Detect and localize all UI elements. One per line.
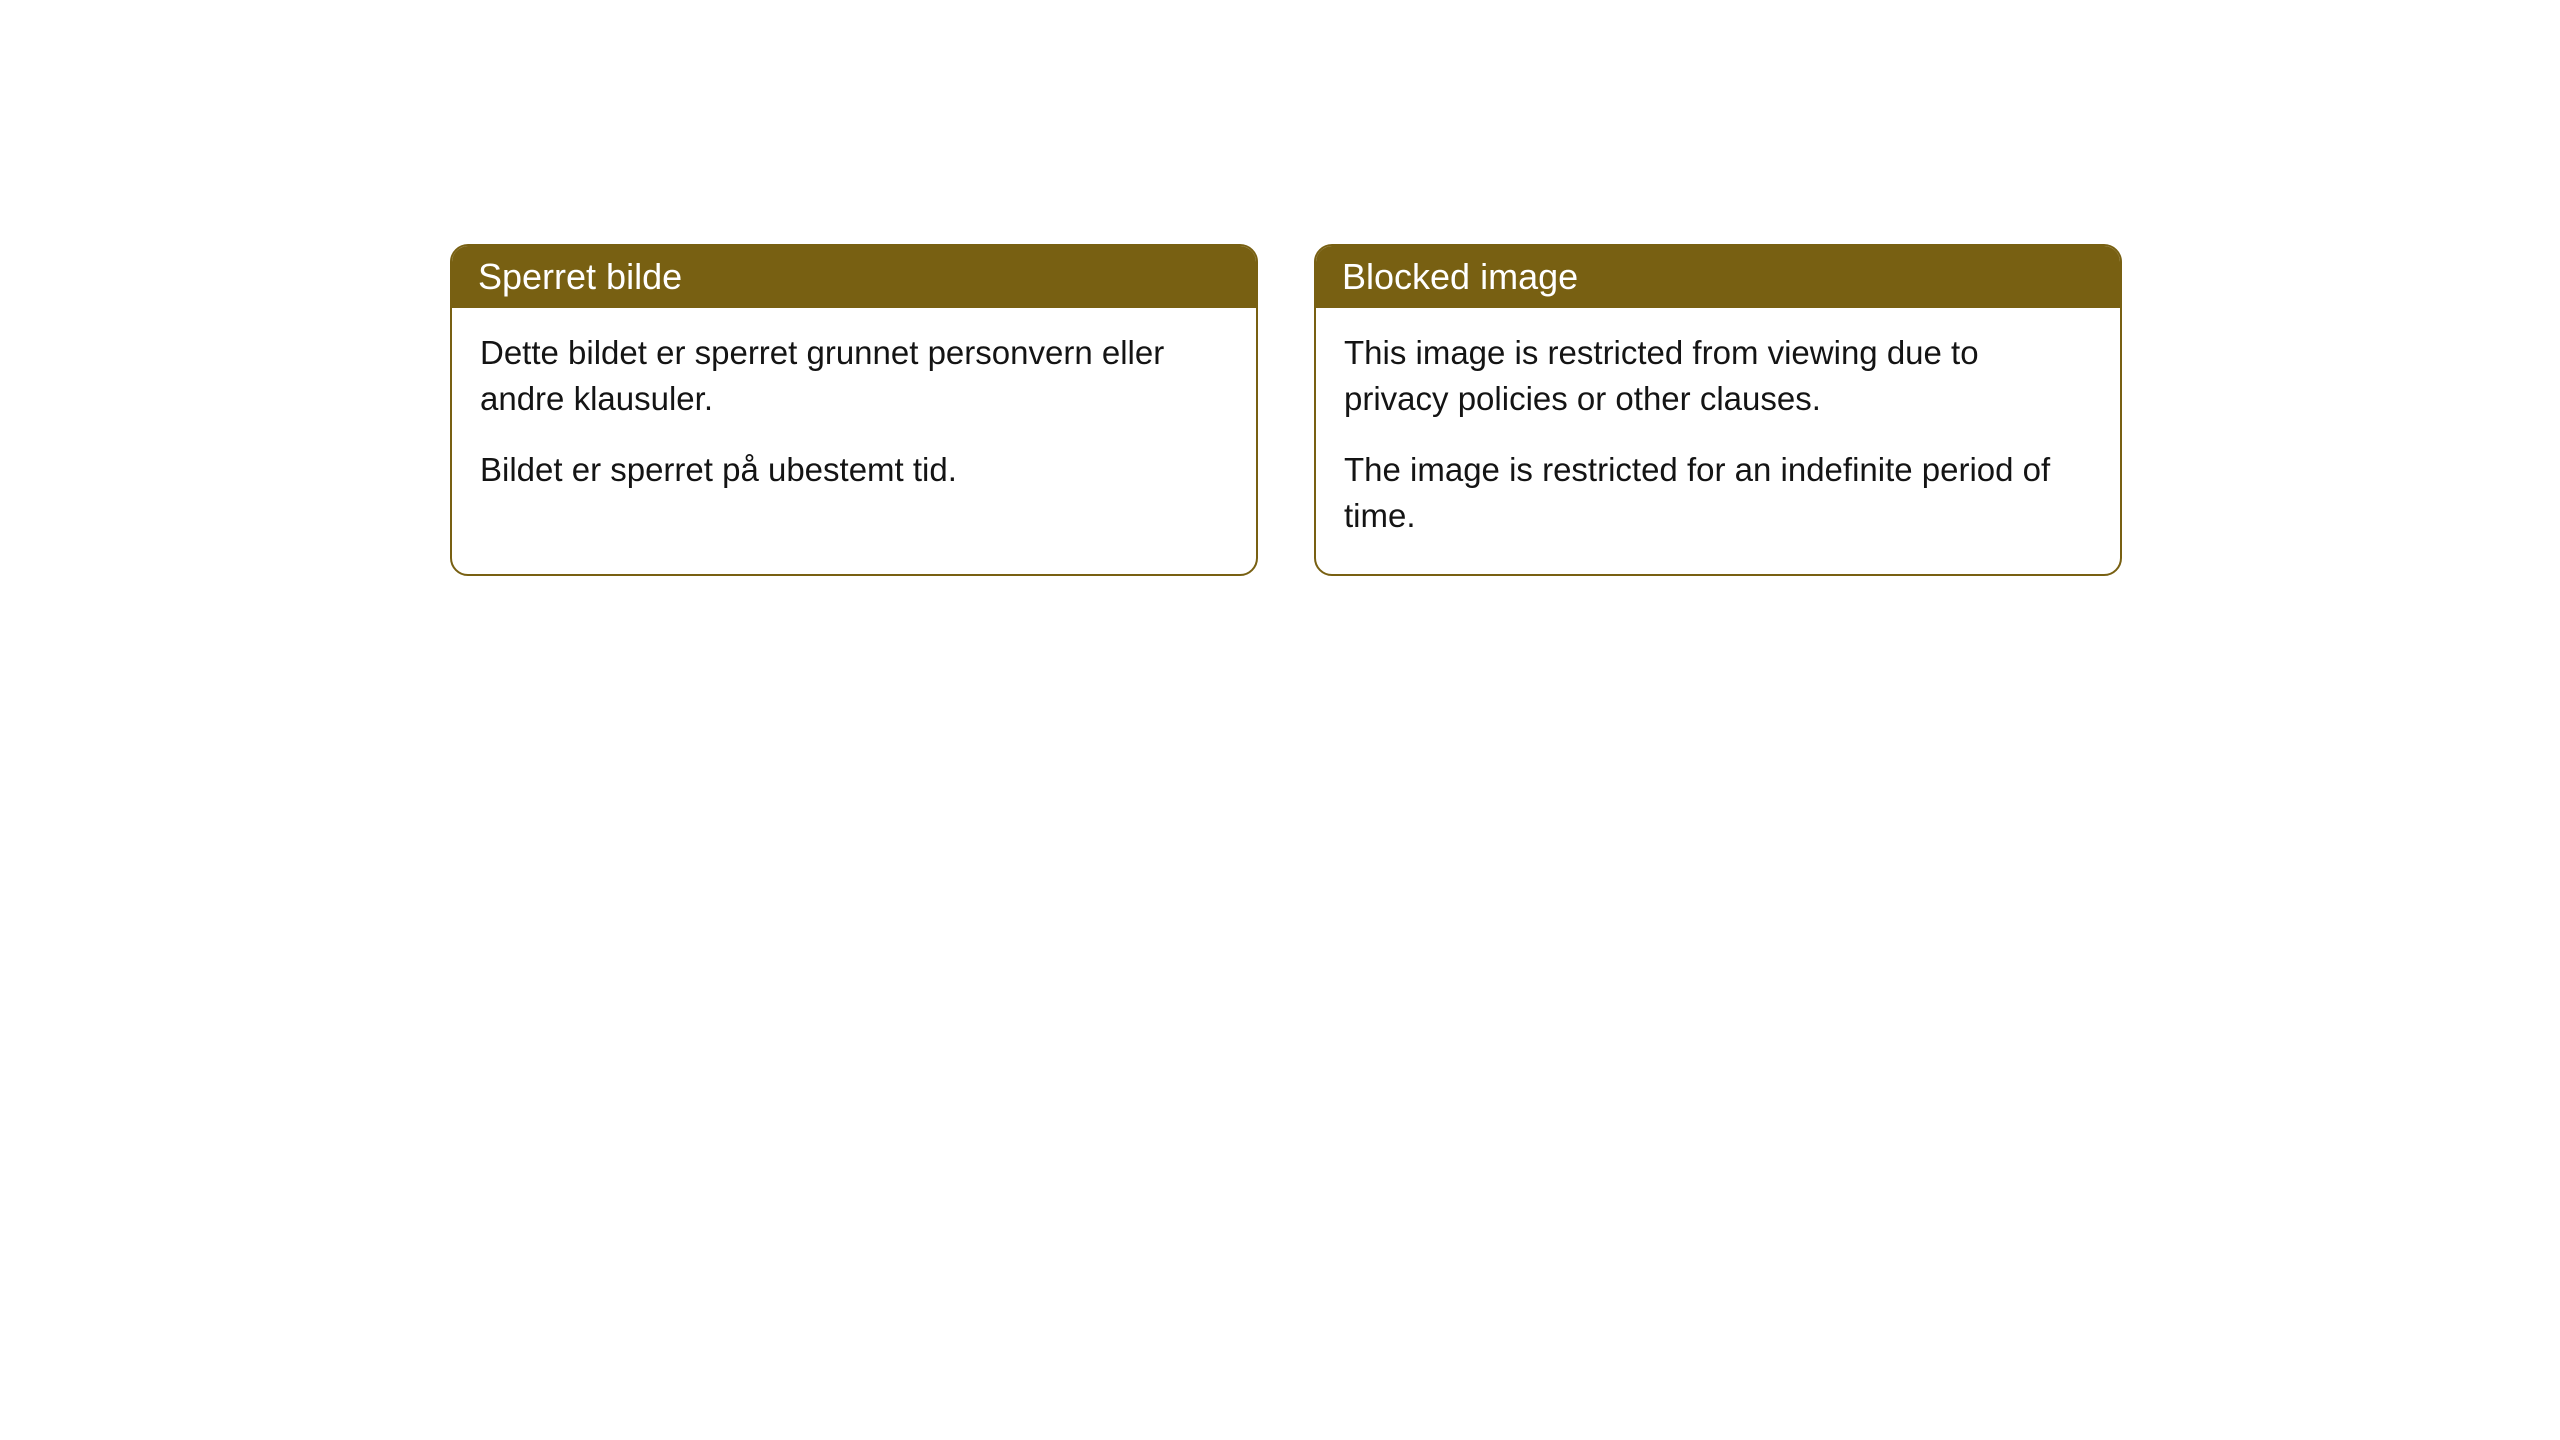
card-paragraph: The image is restricted for an indefinit… (1344, 447, 2092, 538)
card-body: This image is restricted from viewing du… (1316, 308, 2120, 574)
card-paragraph: This image is restricted from viewing du… (1344, 330, 2092, 421)
card-header: Sperret bilde (452, 246, 1256, 308)
card-body: Dette bildet er sperret grunnet personve… (452, 308, 1256, 529)
card-english: Blocked image This image is restricted f… (1314, 244, 2122, 576)
card-title: Blocked image (1342, 256, 1578, 297)
cards-container: Sperret bilde Dette bildet er sperret gr… (450, 244, 2122, 576)
card-title: Sperret bilde (478, 256, 682, 297)
card-norwegian: Sperret bilde Dette bildet er sperret gr… (450, 244, 1258, 576)
card-paragraph: Dette bildet er sperret grunnet personve… (480, 330, 1228, 421)
card-paragraph: Bildet er sperret på ubestemt tid. (480, 447, 1228, 493)
card-header: Blocked image (1316, 246, 2120, 308)
